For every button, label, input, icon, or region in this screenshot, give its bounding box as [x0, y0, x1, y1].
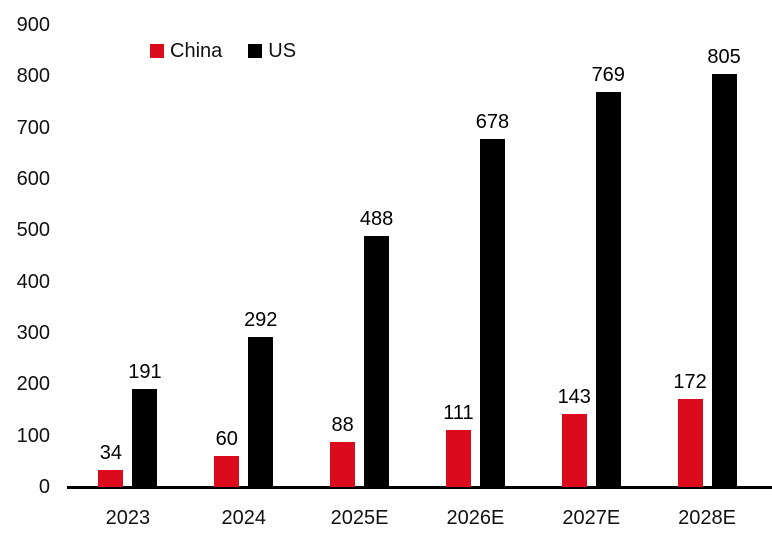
y-axis-tick-label: 300: [16, 322, 50, 344]
bar-china-2024: [214, 456, 240, 487]
bar-us-2025E: [364, 236, 390, 487]
us-legend-swatch: [248, 44, 263, 58]
bar-value-label: 60: [215, 428, 238, 450]
bar-us-2026E: [479, 139, 505, 487]
x-axis-label: 2028E: [678, 507, 736, 529]
bar-value-label: 111: [443, 402, 474, 424]
bar-value-label: 34: [99, 442, 123, 464]
y-axis-tick-label: 600: [16, 168, 50, 190]
bar-value-label: 805: [707, 46, 741, 68]
bar-value-label: 143: [557, 386, 591, 408]
x-axis-label: 2027E: [562, 507, 621, 529]
y-axis-tick-label: 900: [16, 14, 50, 36]
bar-china-2025E: [330, 442, 356, 487]
y-axis-tick-label: 100: [16, 424, 50, 447]
x-axis-line: [67, 486, 772, 489]
x-axis-label: 2023: [105, 507, 151, 529]
legend-item-us: US: [248, 40, 296, 62]
bar-value-label: 191: [128, 361, 162, 383]
bar-us-2024: [248, 337, 274, 487]
bar-us-2028E: [711, 74, 737, 487]
bar-china-2023: [98, 470, 124, 487]
bar-china-2026E: [445, 430, 471, 487]
y-axis-tick-label: 400: [16, 270, 50, 293]
y-axis-tick-label: 800: [16, 65, 50, 88]
bar-us-2023: [132, 389, 158, 487]
x-axis-label: 2025E: [330, 507, 389, 529]
bar-us-2027E: [595, 92, 621, 487]
bar-value-label: 769: [591, 64, 625, 86]
bar-china-2028E: [677, 399, 703, 487]
y-axis-tick-label: 0: [38, 476, 50, 498]
bar-value-label: 172: [673, 371, 707, 393]
x-axis-label: 2024: [221, 507, 267, 529]
bar-china-2027E: [561, 414, 587, 487]
legend-item-china: China: [150, 40, 222, 62]
y-axis-tick-label: 700: [16, 116, 50, 139]
china-legend-label: China: [170, 40, 223, 62]
bar-value-label: 678: [475, 111, 510, 133]
chart-legend: China US: [150, 40, 296, 62]
bar-value-label: 488: [359, 208, 394, 230]
x-axis-label: 2026E: [446, 507, 505, 529]
bar-value-label: 88: [331, 414, 354, 436]
us-legend-label: US: [268, 40, 297, 62]
china-legend-swatch: [150, 44, 164, 58]
bar-value-label: 292: [244, 309, 278, 331]
y-axis-tick-label: 500: [16, 219, 50, 242]
y-axis-tick-label: 200: [16, 373, 50, 396]
